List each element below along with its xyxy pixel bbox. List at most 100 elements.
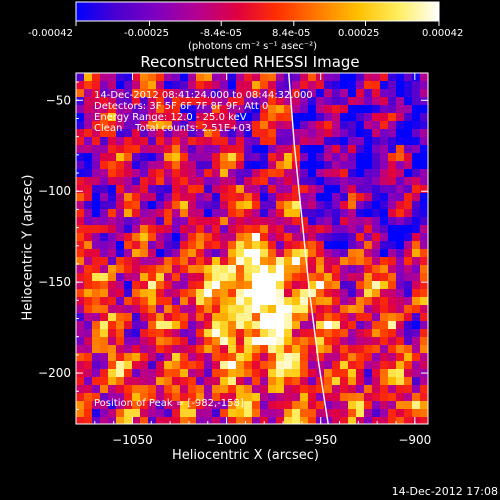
heatmap-cell (372, 193, 381, 202)
heatmap-cell (292, 401, 301, 410)
heatmap-cell (132, 113, 141, 122)
heatmap-cell (212, 233, 221, 242)
x-tick-label: −1000 (206, 433, 247, 447)
heatmap-cell (268, 401, 277, 410)
heatmap-cell (412, 281, 421, 290)
heatmap-cell (268, 329, 277, 338)
heatmap-cell (196, 369, 205, 378)
heatmap-cell (292, 273, 301, 282)
heatmap-cell (244, 169, 253, 178)
heatmap-cell (188, 81, 197, 90)
heatmap-cell (404, 329, 413, 338)
heatmap-cell (236, 73, 245, 82)
heatmap-cell (204, 321, 213, 330)
heatmap-cell (180, 369, 189, 378)
heatmap-cell (204, 377, 213, 386)
heatmap-cell (196, 305, 205, 314)
heatmap-cell (276, 249, 285, 258)
heatmap-cell (300, 201, 309, 210)
heatmap-cell (348, 313, 357, 322)
heatmap-cell (148, 377, 157, 386)
heatmap-cell (100, 393, 109, 402)
heatmap-cell (196, 297, 205, 306)
heatmap-cell (164, 153, 173, 162)
heatmap-cell (396, 153, 405, 162)
heatmap-cell (260, 273, 269, 282)
heatmap-cell (268, 225, 277, 234)
heatmap-cell (412, 113, 421, 122)
heatmap-cell (404, 241, 413, 250)
heatmap-cell (396, 97, 405, 106)
heatmap-cell (196, 249, 205, 258)
heatmap-cell (84, 241, 93, 250)
heatmap-cell (316, 353, 325, 362)
heatmap-cell (292, 377, 301, 386)
heatmap-cell (244, 193, 253, 202)
heatmap-cell (156, 369, 165, 378)
heatmap-cell (388, 169, 397, 178)
heatmap-cell (244, 225, 253, 234)
heatmap-cell (132, 305, 141, 314)
heatmap-cell (372, 305, 381, 314)
heatmap-cell (268, 337, 277, 346)
heatmap-cell (220, 361, 229, 370)
heatmap-cell (116, 81, 125, 90)
heatmap-cell (84, 233, 93, 242)
heatmap-cell (172, 393, 181, 402)
heatmap-cell (236, 409, 245, 418)
heatmap-cell (212, 353, 221, 362)
heatmap-cell (268, 113, 277, 122)
heatmap-cell (84, 201, 93, 210)
heatmap-cell (132, 353, 141, 362)
heatmap-cell (196, 113, 205, 122)
heatmap-cell (420, 417, 428, 424)
heatmap-cell (420, 361, 428, 370)
heatmap-cell (380, 345, 389, 354)
heatmap-cell (220, 73, 229, 82)
heatmap-cell (380, 209, 389, 218)
heatmap-cell (116, 281, 125, 290)
heatmap-cell (84, 345, 93, 354)
heatmap-cell (124, 321, 133, 330)
heatmap-cell (364, 233, 373, 242)
heatmap-cell (116, 321, 125, 330)
heatmap-cell (260, 121, 269, 130)
heatmap-cell (76, 393, 85, 402)
y-axis-label: Heliocentric Y (arcsec) (20, 174, 36, 321)
heatmap-cell (84, 121, 93, 130)
annotation-peak-position: Position of Peak = [-982,-158] (94, 398, 244, 409)
heatmap-cell (164, 113, 173, 122)
heatmap-cell (372, 89, 381, 98)
heatmap-cell (188, 385, 197, 394)
heatmap-cell (116, 401, 125, 410)
heatmap-cell (124, 193, 133, 202)
heatmap-cell (92, 161, 101, 170)
heatmap-cell (388, 73, 397, 82)
heatmap-cell (412, 209, 421, 218)
heatmap-cell (220, 273, 229, 282)
heatmap-cell (244, 385, 253, 394)
heatmap-cell (300, 369, 309, 378)
heatmap-cell (284, 305, 293, 314)
heatmap-cell (100, 313, 109, 322)
heatmap-cell (292, 393, 301, 402)
heatmap-cell (172, 265, 181, 274)
heatmap-cell (164, 89, 173, 98)
heatmap-cell (316, 345, 325, 354)
heatmap-cell (348, 89, 357, 98)
heatmap-cell (228, 193, 237, 202)
heatmap-cell (124, 337, 133, 346)
heatmap-cell (268, 313, 277, 322)
heatmap-cell (300, 217, 309, 226)
heatmap-cell (388, 401, 397, 410)
heatmap-cell (284, 369, 293, 378)
heatmap-cell (404, 113, 413, 122)
heatmap-cell (412, 89, 421, 98)
heatmap-cell (300, 145, 309, 154)
heatmap-cell (420, 329, 428, 338)
heatmap-cell (76, 185, 85, 194)
heatmap-cell (156, 217, 165, 226)
heatmap-cell (356, 329, 365, 338)
heatmap-cell (268, 73, 277, 82)
heatmap-cell (340, 169, 349, 178)
